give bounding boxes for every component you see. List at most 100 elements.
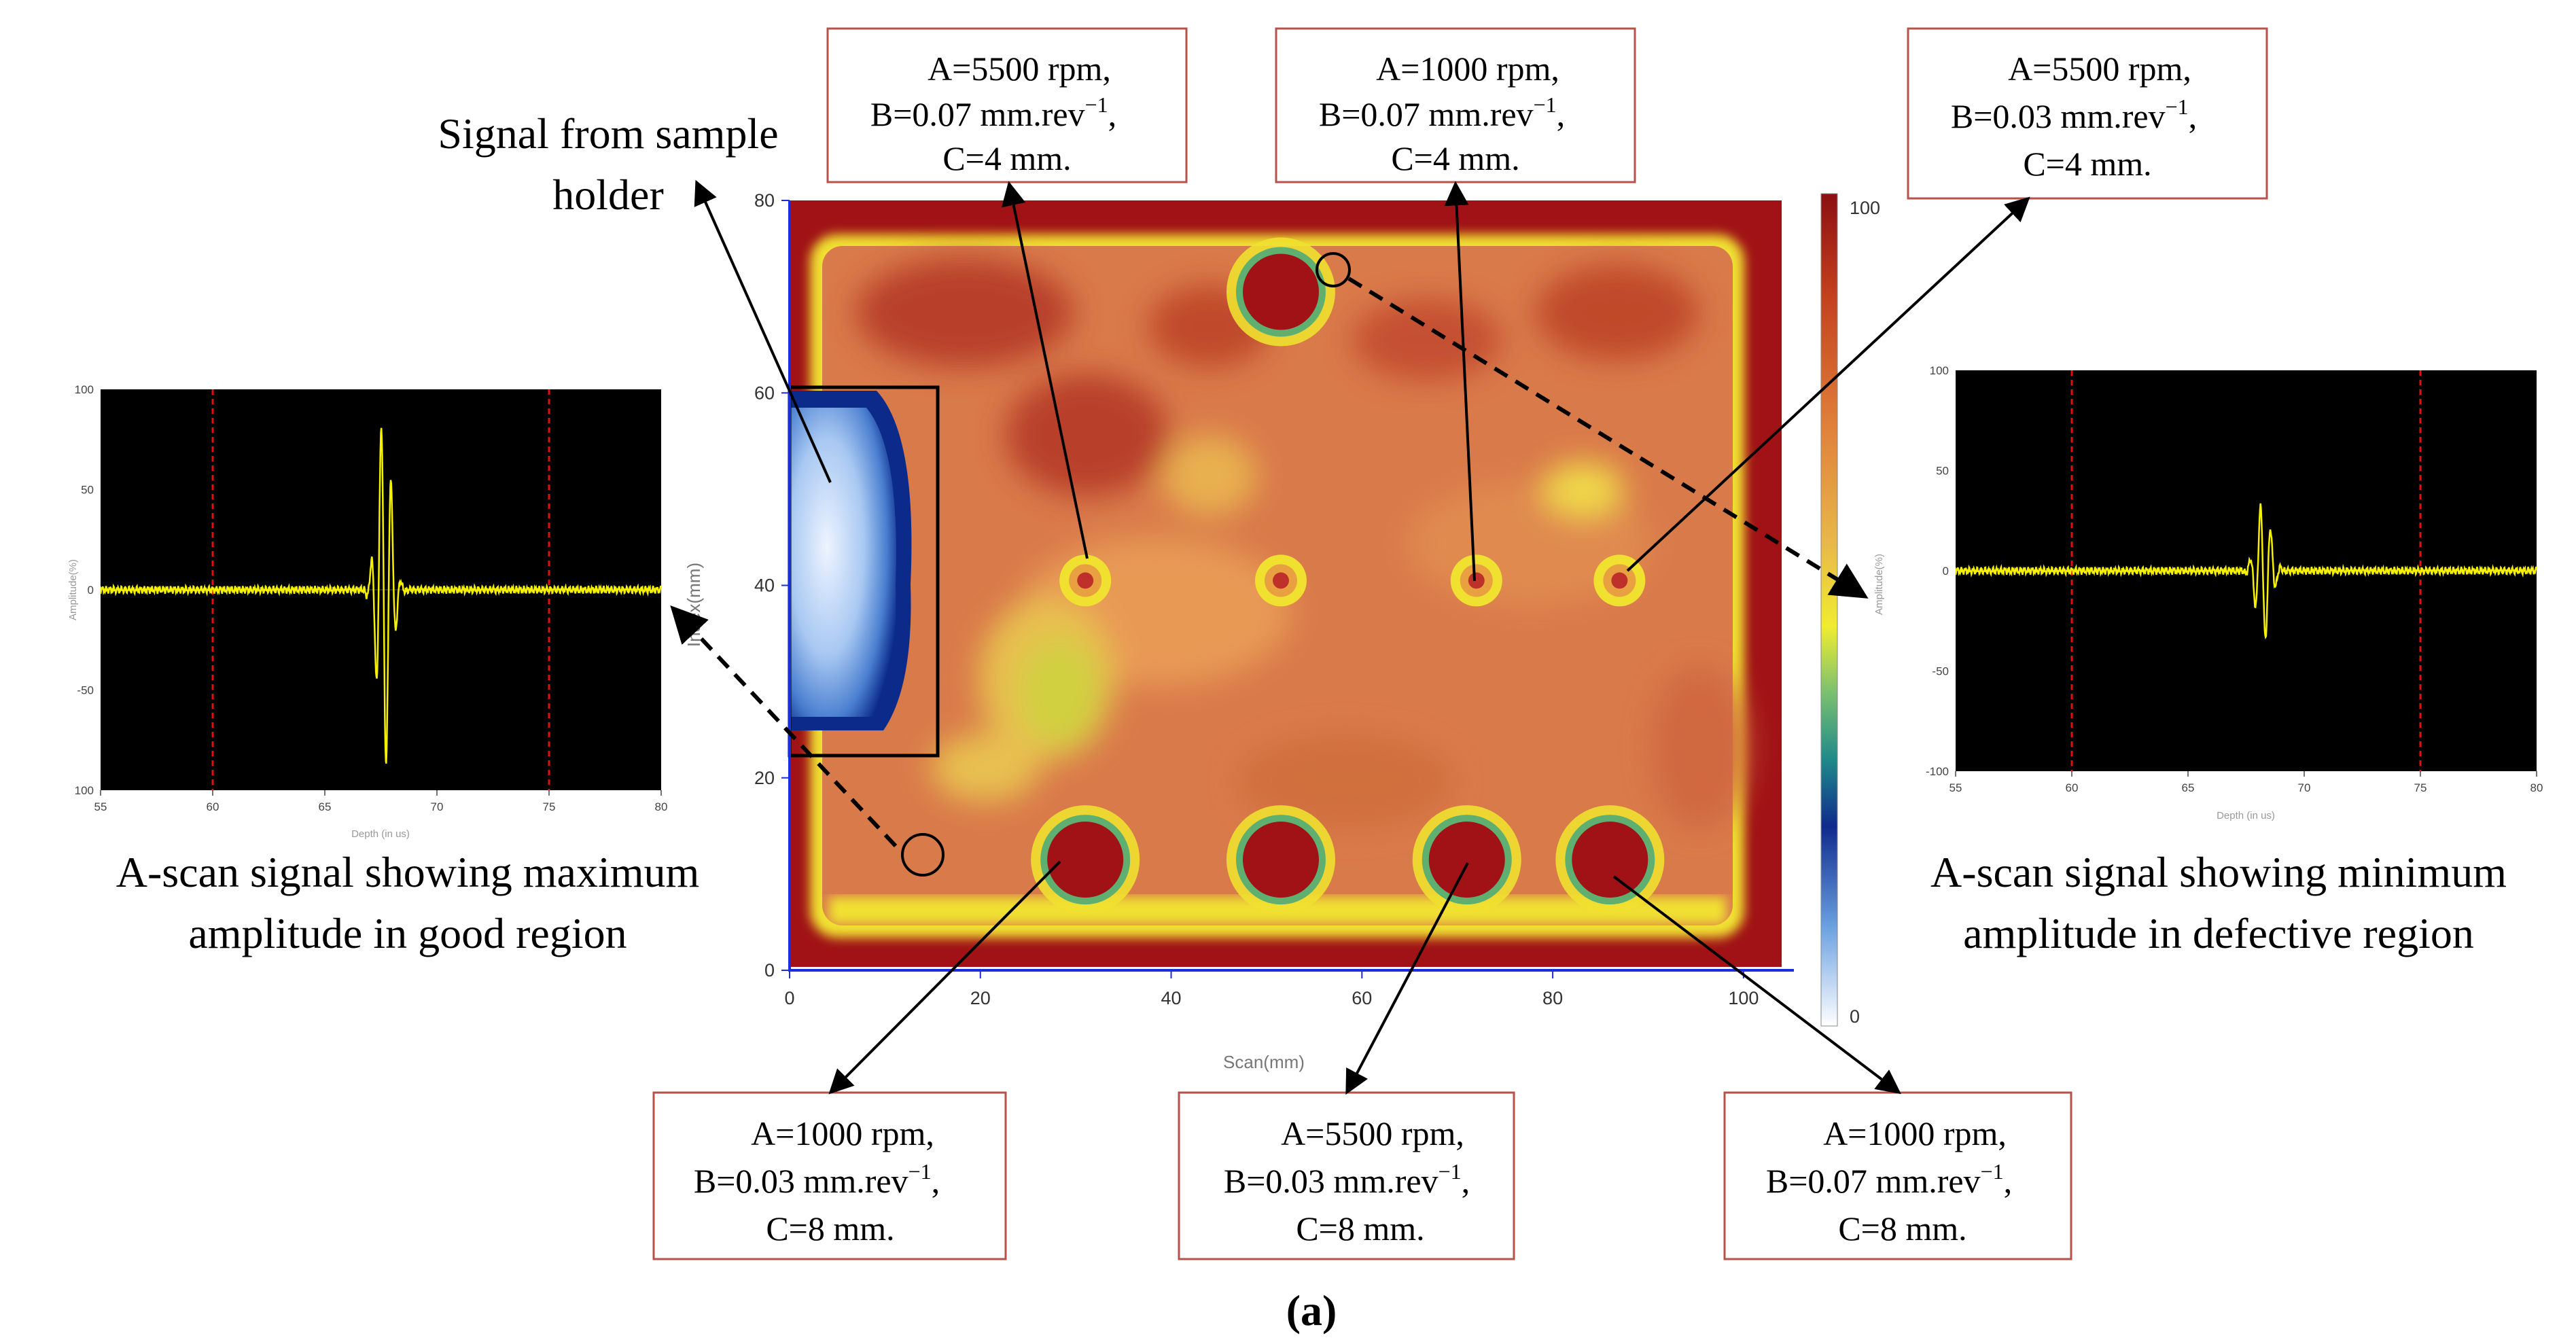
xtick-label: 65 (319, 800, 332, 813)
callout-bottom-3: A=1000 rpm, B=0.07 mm.rev−1, C=8 mm. (1723, 1091, 2072, 1260)
figure-label: (a) (1286, 1286, 1337, 1334)
cscan-holes (1031, 237, 1665, 915)
callout-top-2: A=1000 rpm, B=0.07 mm.rev−1, C=4 mm. (1275, 27, 1636, 183)
ascan-right: 100 50 0 -50 -100 55 60 65 70 75 80 Depth (in us)… (1873, 364, 2543, 821)
large-hole (1428, 821, 1505, 898)
ytick-label: -100 (1926, 765, 1949, 778)
callout-line2: B=0.07 mm.rev−1, (870, 92, 1116, 133)
callout-line1: A=1000 rpm, (1823, 1114, 2007, 1152)
callout-line1: A=1000 rpm, (751, 1114, 934, 1152)
ascan-left-signal (99, 427, 663, 764)
cscan-xtick-label: 40 (1161, 988, 1182, 1008)
callout-line3: C=8 mm. (1838, 1209, 1966, 1248)
callout-top-3: A=5500 rpm, B=0.03 mm.rev−1, C=4 mm. (1907, 27, 2268, 200)
large-hole (1242, 821, 1319, 898)
ytick-label: 50 (81, 484, 94, 497)
arrow-callout-bottom-1 (828, 860, 1061, 1095)
callout-top-1: A=5500 rpm, B=0.07 mm.rev−1, C=4 mm. (826, 27, 1188, 183)
cscan-xtick-label: 0 (784, 988, 794, 1008)
defective-region-line2: amplitude in defective region (1963, 909, 2474, 957)
small-hole (1468, 572, 1485, 589)
ytick-label: 100 (75, 383, 94, 396)
callout-line2: B=0.07 mm.rev−1, (1319, 92, 1565, 133)
arrow-callout-bottom-2 (1345, 862, 1469, 1095)
arrows (670, 179, 2030, 1095)
ytick-label: 0 (1943, 565, 1949, 578)
cscan-xtick-label: 20 (970, 988, 991, 1008)
xtick-label: 55 (94, 800, 107, 813)
xtick-label: 60 (207, 800, 219, 813)
xtick-label: 65 (2182, 781, 2195, 794)
sample-holder-line1: Signal from sample (438, 109, 778, 158)
arrow-good-region (670, 605, 898, 848)
ascan-right-signal (1954, 503, 2538, 640)
callout-line1: A=5500 rpm, (1281, 1114, 1464, 1152)
ytick-label: 100 (75, 784, 94, 797)
cscan-ytick-label: 60 (754, 383, 775, 403)
callout-bottom-2: A=5500 rpm, B=0.03 mm.rev−1, C=8 mm. (1178, 1091, 1515, 1260)
sample-holder-line2: holder (552, 171, 664, 219)
arrow-callout-top-2 (1444, 181, 1476, 582)
ascan-right-xlabel: Depth (in us) (2217, 810, 2275, 821)
xtick-label: 55 (1949, 781, 1962, 794)
callout-box (1275, 27, 1636, 183)
ytick-label: -50 (77, 684, 94, 697)
callout-line1: A=5500 rpm, (928, 50, 1111, 88)
cscan-ytick-label: 80 (754, 190, 775, 211)
callout-box (652, 1091, 1007, 1260)
large-hole (1572, 821, 1648, 898)
callout-line3: C=4 mm. (942, 139, 1071, 177)
callout-box (1723, 1091, 2072, 1260)
cscan-xlabel: Scan(mm) (1223, 1052, 1305, 1072)
large-hole (1047, 821, 1124, 898)
good-region-line1: A-scan signal showing maximum (116, 848, 700, 896)
ytick-label: 100 (1930, 364, 1949, 377)
xtick-label: 75 (2414, 781, 2427, 794)
xtick-label: 80 (2530, 781, 2543, 794)
arrow-callout-top-1 (1001, 181, 1089, 559)
arrow-callout-top-3 (1626, 196, 2030, 572)
ascan-left-yticks: 100 50 0 -50 100 (75, 383, 94, 797)
cscan-xtick-label: 80 (1542, 988, 1563, 1008)
cscan-xtick-label: 100 (1728, 988, 1759, 1008)
callout-line2: B=0.03 mm.rev−1, (694, 1159, 940, 1200)
ascan-left-xlabel: Depth (in us) (351, 828, 410, 840)
xtick-label: 80 (655, 800, 668, 813)
callout-line1: A=1000 rpm, (1376, 50, 1559, 88)
annotation-good-region: A-scan signal showing maximum amplitude … (116, 848, 700, 957)
ytick-label: 50 (1936, 465, 1949, 478)
xtick-label: 75 (543, 800, 556, 813)
callout-line3: C=4 mm. (2023, 145, 2151, 183)
ascan-right-yticks: 100 50 0 -50 -100 (1926, 364, 1949, 778)
callout-line2: B=0.07 mm.rev−1, (1766, 1159, 2012, 1200)
xtick-label: 60 (2066, 781, 2079, 794)
callout-line3: C=8 mm. (1296, 1209, 1424, 1248)
defective-region-line1: A-scan signal showing minimum (1930, 848, 2507, 896)
arrow-sample-holder (694, 179, 832, 483)
defective-region-marker (1316, 252, 1351, 287)
colorbar (1820, 193, 1838, 1027)
annotation-defective-region: A-scan signal showing minimum amplitude … (1930, 848, 2507, 957)
callout-box (826, 27, 1188, 183)
small-hole (1611, 572, 1628, 589)
small-hole (1077, 572, 1094, 589)
good-region-line2: amplitude in good region (188, 909, 627, 957)
good-region-marker (901, 833, 945, 877)
small-hole (1272, 572, 1289, 589)
xtick-label: 70 (431, 800, 444, 813)
xtick-label: 70 (2298, 781, 2311, 794)
callout-box (1178, 1091, 1515, 1260)
cscan-xticks: 0 20 40 60 80 100 (784, 970, 1759, 1008)
large-hole (1242, 253, 1319, 330)
callout-line1: A=5500 rpm, (2008, 50, 2191, 88)
cscan-xtick-label: 60 (1352, 988, 1372, 1008)
arrow-callout-bottom-3 (1612, 875, 1901, 1095)
cscan-ytick-label: 40 (754, 576, 775, 596)
callout-box (1907, 27, 2268, 200)
callout-line3: C=4 mm. (1391, 139, 1519, 177)
colorbar-max-label: 100 (1850, 198, 1880, 218)
ascan-left-xticks: 55 60 65 70 75 80 (94, 790, 668, 813)
